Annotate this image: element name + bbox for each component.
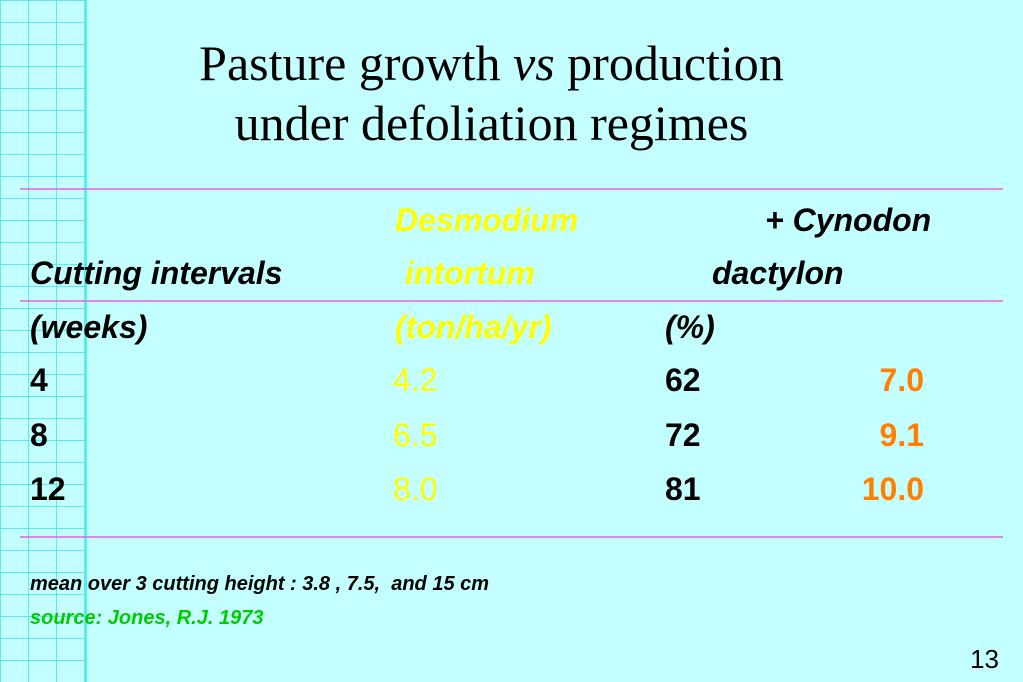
title: Pasture growth vs production	[0, 38, 1003, 88]
table-cell: dactylon	[712, 255, 844, 291]
table-cell: (weeks)	[30, 309, 148, 345]
note: mean over 3 cutting height : 3.8 , 7.5, …	[30, 573, 490, 595]
table-cell: 81	[665, 471, 701, 507]
table-cell: 72	[665, 417, 701, 453]
table-cell: 8.0	[393, 471, 438, 507]
source: source: Jones, R.J. 1973	[30, 607, 264, 629]
table-cell: 8	[30, 417, 48, 453]
table-cell: 4	[30, 362, 48, 398]
grid-strip	[0, 0, 86, 682]
title-text: vs	[513, 35, 555, 91]
table-cell: intortum	[405, 255, 535, 291]
table-cell: Desmodium	[395, 202, 579, 238]
table-cell: 12	[30, 471, 66, 507]
table-cell: 9.1	[879, 417, 924, 453]
page-number: 13	[970, 644, 999, 674]
table-cell: (ton/ha/yr)	[395, 309, 552, 345]
table-cell: + Cynodon	[765, 202, 932, 238]
table-cell: 4.2	[393, 362, 438, 398]
table-cell: 10.0	[861, 471, 924, 507]
table-cell: 62	[665, 362, 701, 398]
title-text: production	[554, 35, 784, 91]
table-cell: 7.0	[879, 362, 924, 398]
title: under defoliation regimes	[234, 95, 749, 151]
title-text: Pasture growth	[199, 35, 514, 91]
table-cell: Cutting intervals	[30, 255, 283, 291]
table-cell: 6.5	[393, 417, 438, 453]
table-cell: (%)	[665, 309, 715, 345]
